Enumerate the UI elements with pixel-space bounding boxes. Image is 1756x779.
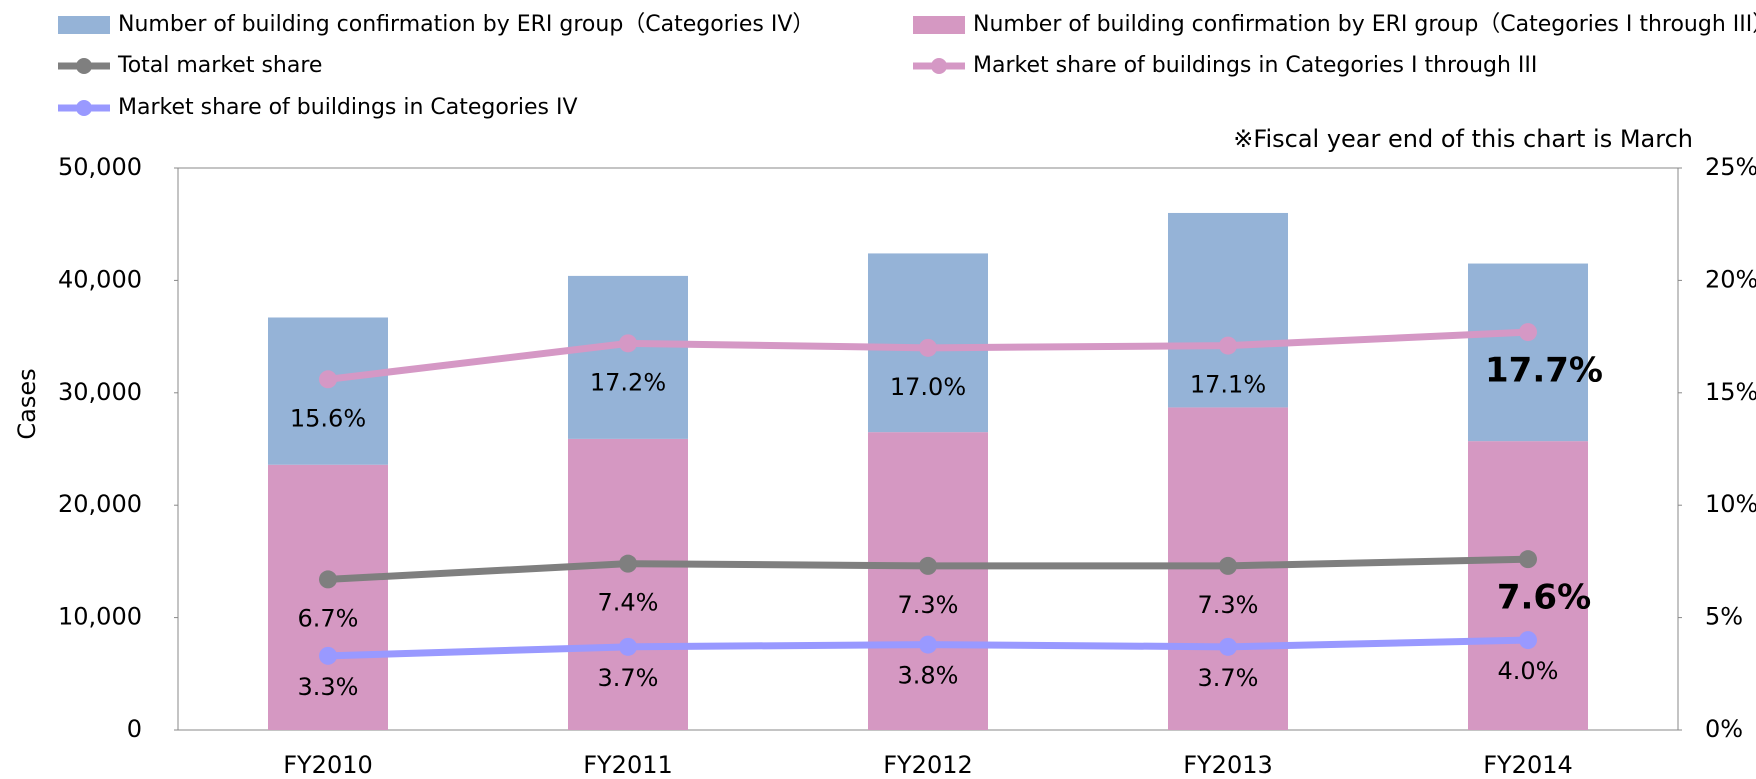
- bar: [268, 317, 388, 465]
- y2-tick-label: 5%: [1705, 603, 1743, 631]
- marker: [619, 637, 637, 656]
- data-label: 7.3%: [1198, 591, 1259, 619]
- marker: [1219, 336, 1237, 355]
- y2-tick-label: 10%: [1705, 490, 1756, 518]
- marker: [619, 334, 637, 353]
- legend-label: Total market share: [117, 53, 322, 78]
- marker: [919, 556, 937, 575]
- bar: [868, 432, 988, 730]
- data-label: 17.2%: [590, 368, 666, 396]
- y-tick-label: 30,000: [58, 378, 142, 406]
- x-tick-label: FY2013: [1183, 751, 1273, 779]
- data-label: 4.0%: [1498, 657, 1559, 685]
- y-tick-label: 0: [127, 715, 142, 743]
- data-label: 3.7%: [1198, 664, 1259, 692]
- data-label: 17.7%: [1485, 351, 1603, 391]
- y-tick-label: 40,000: [58, 265, 142, 293]
- legend-swatch: [58, 16, 110, 34]
- y-tick-label: 50,000: [58, 153, 142, 181]
- marker: [319, 570, 337, 589]
- x-tick-label: FY2011: [583, 751, 673, 779]
- legend-swatch: [913, 16, 965, 34]
- y2-tick-label: 15%: [1705, 378, 1756, 406]
- data-label: 15.6%: [290, 404, 366, 432]
- bar: [568, 275, 688, 439]
- y2-tick-label: 25%: [1705, 153, 1756, 181]
- data-label: 7.3%: [898, 591, 959, 619]
- bar: [1168, 212, 1288, 408]
- legend-label: Number of building confirmation by ERI g…: [118, 12, 814, 37]
- annotation: ※Fiscal year end of this chart is March: [1233, 125, 1693, 153]
- bar: [1468, 263, 1588, 442]
- bar: [568, 438, 688, 730]
- legend-label: Number of building confirmation by ERI g…: [973, 12, 1756, 37]
- legend-label: Market share of buildings in Categories …: [118, 95, 578, 120]
- data-label: 3.7%: [598, 664, 659, 692]
- marker: [919, 338, 937, 357]
- legend-marker: [76, 58, 92, 74]
- data-label: 7.6%: [1497, 578, 1591, 618]
- marker: [1219, 556, 1237, 575]
- data-label: 3.3%: [298, 673, 359, 701]
- data-label: 17.0%: [890, 373, 966, 401]
- data-label: 6.7%: [298, 604, 359, 632]
- marker: [1519, 631, 1537, 650]
- bar: [1468, 441, 1588, 730]
- marker: [619, 554, 637, 573]
- y-tick-label: 10,000: [58, 603, 142, 631]
- legend-label: Market share of buildings in Categories …: [973, 53, 1537, 78]
- marker: [319, 646, 337, 665]
- legend-marker: [76, 100, 92, 116]
- y2-tick-label: 0%: [1705, 715, 1743, 743]
- marker: [1219, 637, 1237, 656]
- data-label: 17.1%: [1190, 371, 1266, 399]
- x-tick-label: FY2010: [283, 751, 373, 779]
- y-tick-label: 20,000: [58, 490, 142, 518]
- marker: [919, 635, 937, 654]
- x-tick-label: FY2012: [883, 751, 973, 779]
- marker: [1519, 550, 1537, 569]
- data-label: 7.4%: [598, 589, 659, 617]
- y2-tick-label: 20%: [1705, 265, 1756, 293]
- bar: [268, 464, 388, 730]
- data-label: 3.8%: [898, 662, 959, 690]
- y-axis-label: Cases: [13, 368, 41, 439]
- legend-marker: [931, 58, 947, 74]
- marker: [319, 370, 337, 389]
- x-tick-label: FY2014: [1483, 751, 1573, 779]
- marker: [1519, 323, 1537, 342]
